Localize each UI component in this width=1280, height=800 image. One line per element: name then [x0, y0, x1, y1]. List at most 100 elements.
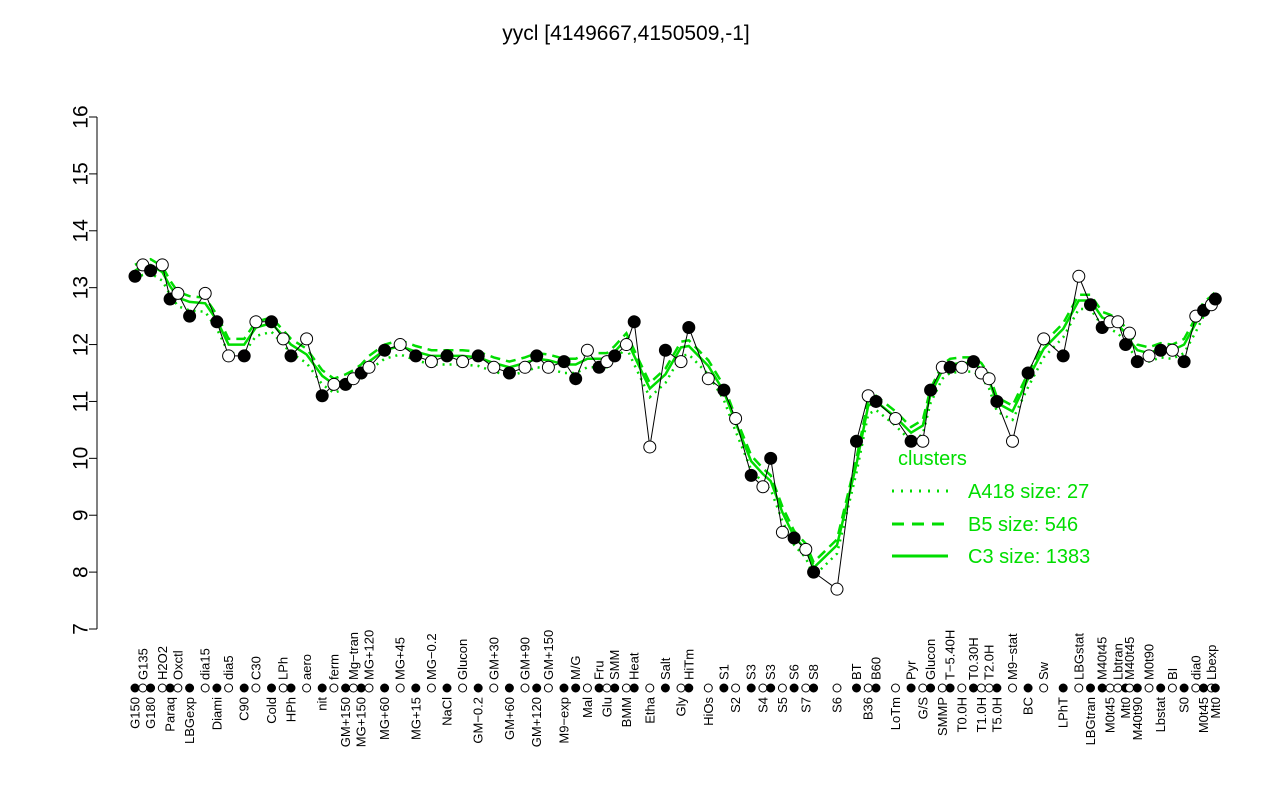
- x-marker: [302, 683, 312, 693]
- data-point: [237, 349, 251, 363]
- legend: clusters A418 size: 27 B5 size: 546 C3 s…: [892, 448, 1090, 568]
- x-tick-label: GM+30: [486, 637, 501, 680]
- x-tick-label: T1.0H: [974, 697, 989, 732]
- x-tick-label: Mt0: [1118, 697, 1133, 719]
- x-tick-label: HiOs: [701, 697, 716, 726]
- data-point: [530, 349, 544, 363]
- cluster-line-b5: [134, 257, 1217, 565]
- x-tick-label: GM−0.2: [471, 697, 486, 744]
- x-tick-label: BT: [849, 663, 864, 680]
- data-point: [327, 377, 341, 391]
- x-tick-label: dia5: [221, 655, 236, 680]
- x-marker: [267, 683, 276, 693]
- x-marker: [411, 683, 421, 693]
- y-tick-label: 16: [69, 105, 92, 128]
- x-marker: [348, 683, 358, 693]
- x-marker: [1023, 683, 1033, 693]
- x-marker: [945, 683, 955, 693]
- data-point: [541, 360, 555, 374]
- x-marker: [1058, 683, 1068, 693]
- data-point: [830, 582, 844, 596]
- x-tick-label: MG+45: [393, 637, 408, 680]
- data-point: [1165, 343, 1179, 357]
- x-marker: [582, 683, 592, 693]
- data-point: [409, 349, 423, 363]
- x-marker: [891, 683, 900, 693]
- y-tick-label: 9: [69, 509, 92, 521]
- data-point: [1208, 292, 1222, 306]
- x-tick-label: Diami: [209, 697, 224, 730]
- x-marker: [645, 683, 655, 693]
- x-marker: [364, 683, 374, 693]
- data-point: [869, 394, 883, 408]
- x-tick-label: H2O2: [155, 646, 170, 680]
- x-tick-label: MG+60: [377, 697, 392, 740]
- x-tick-label: LPhT: [1056, 697, 1071, 728]
- x-marker: [251, 683, 261, 693]
- data-point: [144, 264, 158, 278]
- x-marker: [852, 683, 861, 693]
- x-marker: [918, 683, 928, 693]
- x-tick-label: LPh: [276, 657, 291, 680]
- data-point: [171, 286, 185, 300]
- x-marker: [317, 683, 327, 693]
- data-point: [315, 389, 329, 403]
- data-point: [916, 434, 930, 448]
- x-marker: [676, 683, 686, 693]
- x-axis-labels: G150 G135 G180 H2O2 Paraq Oxctl LBGexp dia15 Dia…: [128, 630, 1223, 747]
- x-marker: [863, 683, 873, 693]
- data-point: [155, 258, 169, 272]
- x-tick-label: B60: [869, 657, 884, 680]
- x-tick-label: ferm: [326, 654, 341, 680]
- x-marker: [610, 683, 620, 693]
- legend-entry-b5: B5 size: 546: [968, 514, 1078, 536]
- x-marker: [703, 683, 713, 693]
- x-marker: [329, 683, 339, 693]
- x-marker: [984, 683, 994, 693]
- data-point: [518, 360, 532, 374]
- data-point: [619, 338, 633, 352]
- data-point: [128, 269, 142, 283]
- x-tick-label: G150: [128, 697, 143, 729]
- x-tick-label: S1: [716, 664, 731, 680]
- x-tick-label: aero: [299, 654, 314, 680]
- x-marker: [458, 683, 468, 693]
- x-tick-label: T−5.40H: [943, 630, 958, 680]
- x-marker: [629, 683, 639, 693]
- data-point: [1084, 298, 1097, 312]
- y-tick-label: 15: [69, 162, 92, 185]
- x-marker: [185, 683, 195, 693]
- x-tick-label: dia15: [198, 648, 213, 680]
- x-tick-label: S6: [787, 664, 802, 680]
- data-point: [1037, 332, 1051, 346]
- x-marker: [906, 683, 916, 693]
- x-marker: [766, 683, 776, 693]
- data-point: [717, 383, 731, 397]
- x-marker: [621, 683, 631, 693]
- data-point: [1142, 349, 1156, 363]
- data-point: [955, 360, 969, 374]
- x-marker: [871, 683, 881, 693]
- x-marker: [165, 683, 175, 693]
- data-point: [850, 434, 863, 448]
- data-line: [134, 264, 1216, 591]
- x-marker: [559, 683, 569, 693]
- legend-entry-c3: C3 size: 1383: [968, 546, 1090, 568]
- data-point: [1119, 338, 1133, 352]
- data-point: [807, 565, 821, 579]
- x-marker: [1179, 683, 1189, 693]
- x-tick-label: Mal: [580, 697, 595, 718]
- data-point: [1111, 315, 1125, 329]
- x-tick-label: SMM: [607, 650, 622, 680]
- x-tick-label: C30: [248, 656, 263, 680]
- x-tick-label: T5.0H: [989, 697, 1004, 732]
- x-tick-label: BC: [1021, 697, 1036, 715]
- x-tick-label: GM+120: [529, 697, 544, 747]
- x-marker: [660, 683, 670, 693]
- x-tick-label: LBGexp: [182, 697, 197, 744]
- x-tick-label: MG+120: [362, 630, 377, 680]
- y-axis: 7 8 9 10 11 12 13 14 15 16: [69, 105, 98, 635]
- data-point: [682, 320, 696, 334]
- x-marker: [937, 683, 947, 693]
- x-marker: [684, 683, 694, 693]
